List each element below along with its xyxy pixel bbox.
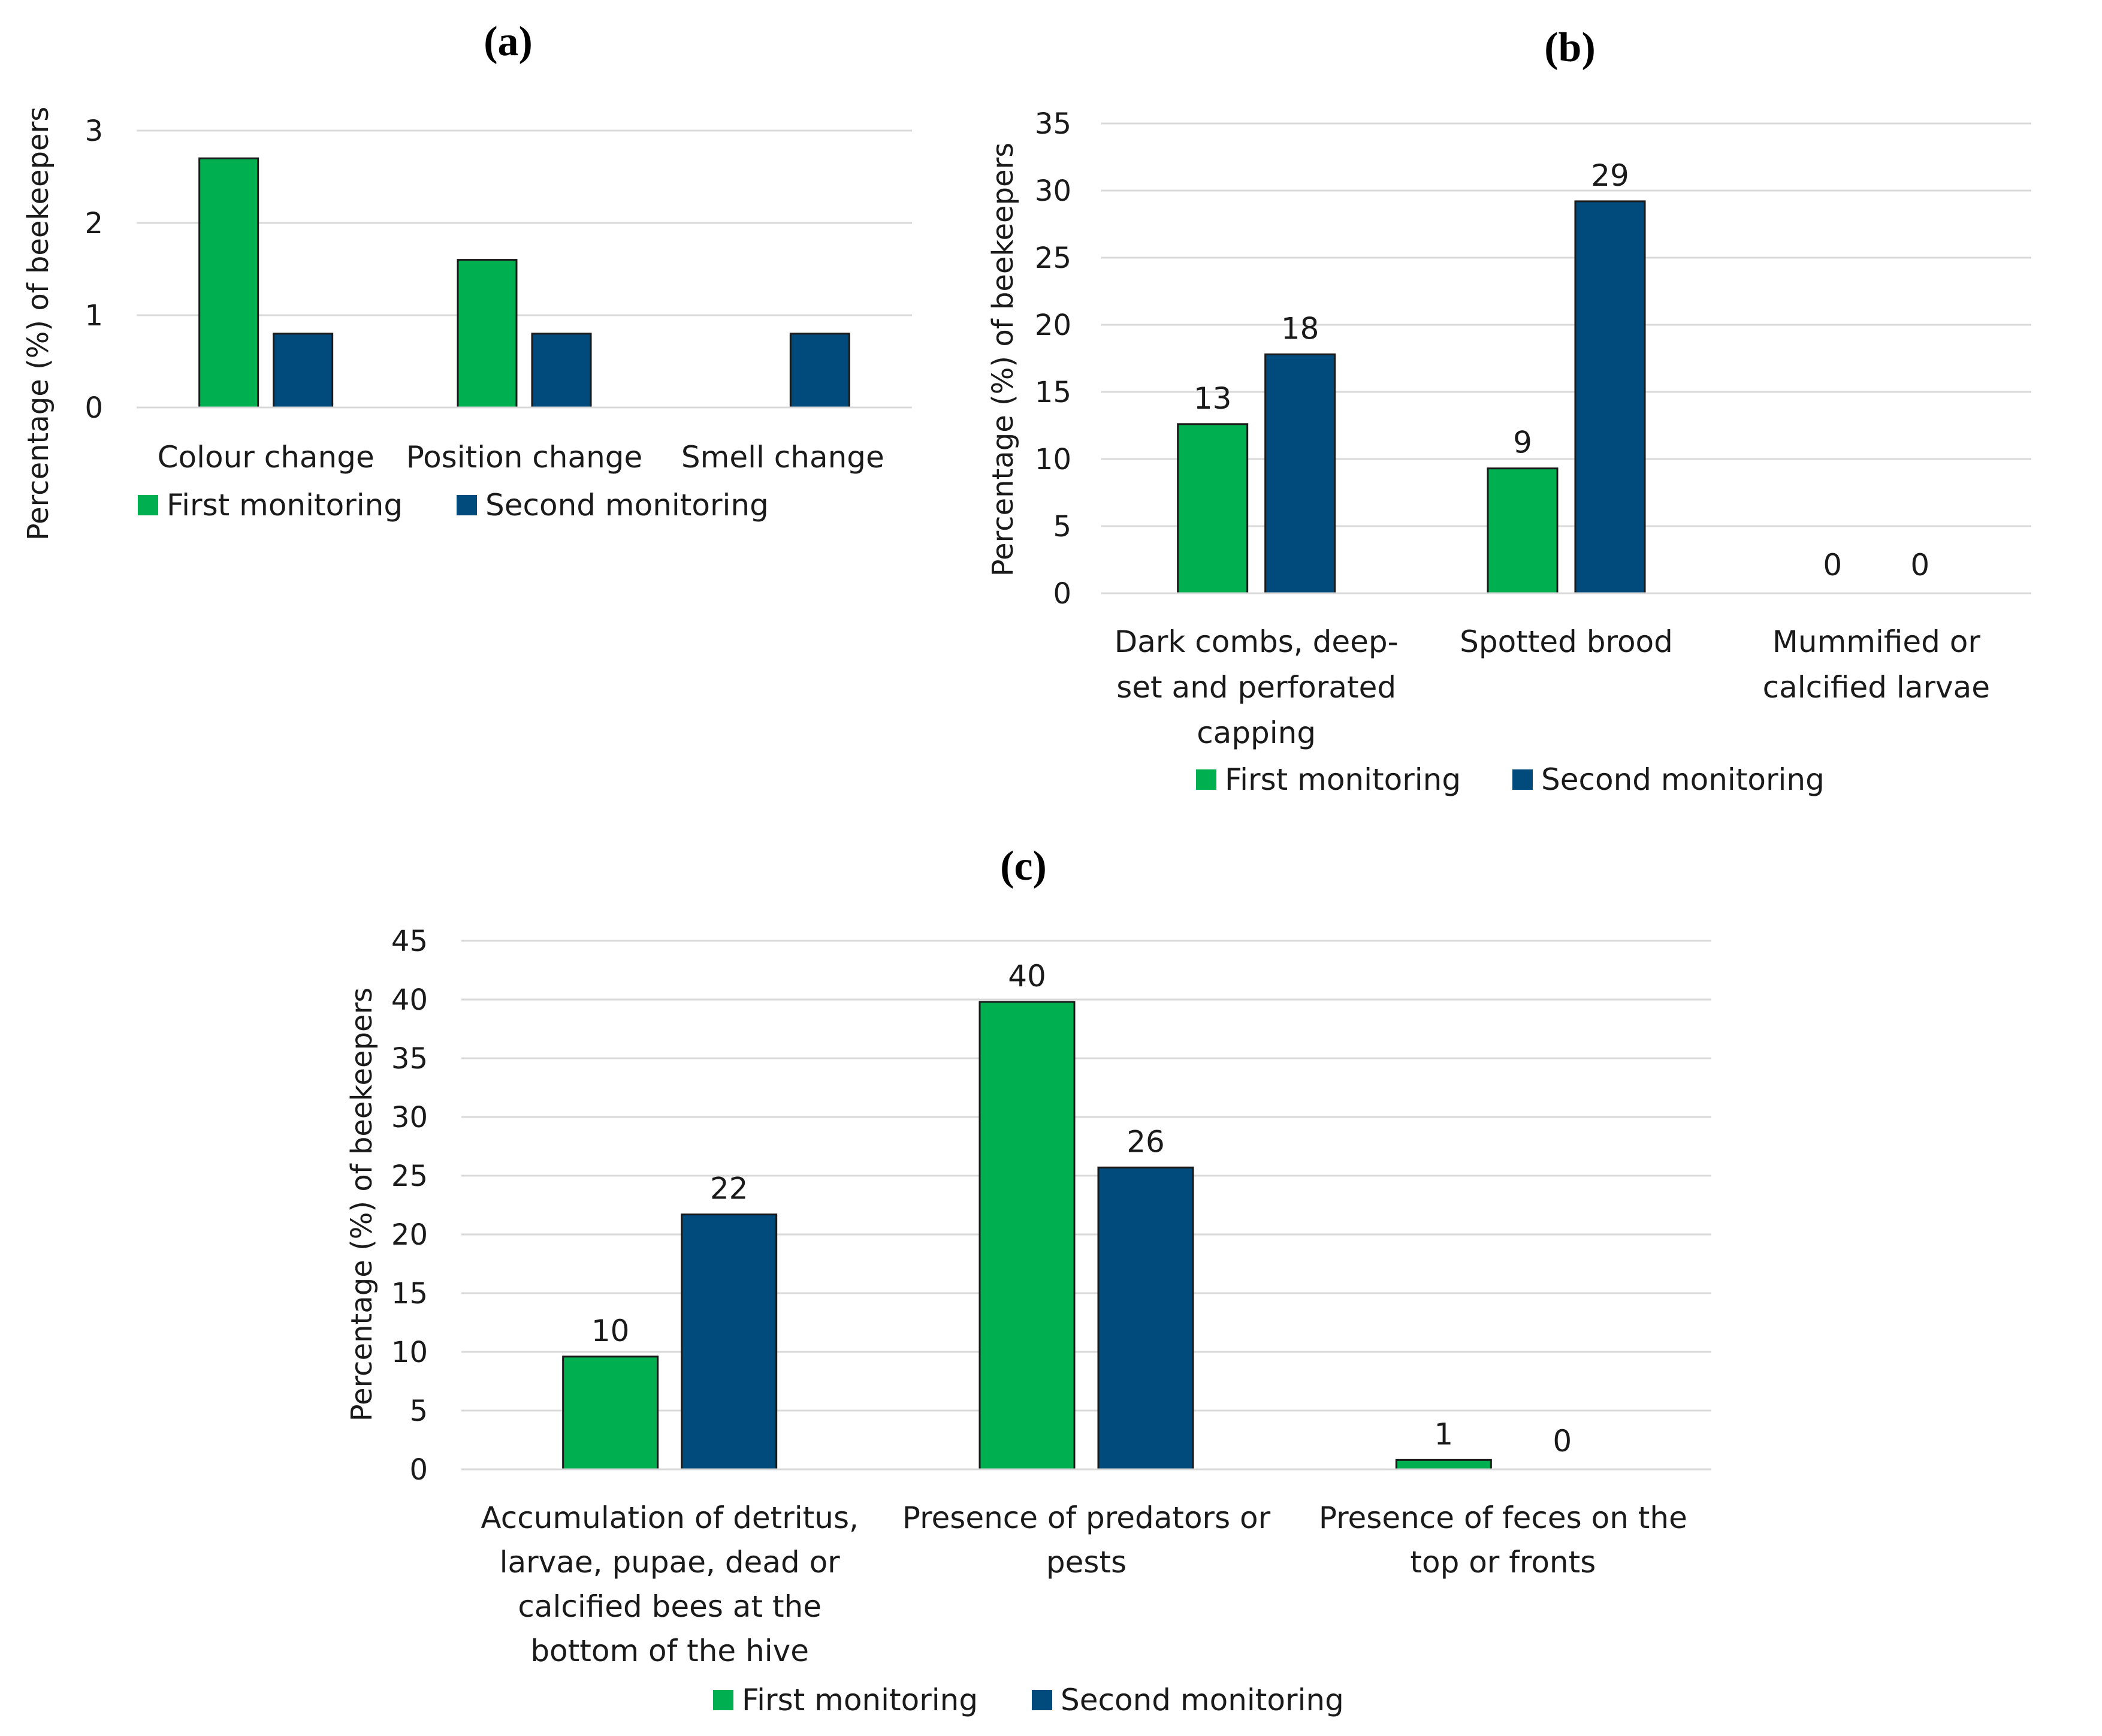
y-tick-label: 45	[391, 925, 428, 958]
category-label: Presence of predators or	[902, 1500, 1271, 1535]
category-label: capping	[1197, 715, 1316, 750]
bar-second-monitoring	[1574, 200, 1646, 594]
data-label: 0	[1823, 548, 1842, 582]
data-label: 0	[1910, 548, 1929, 582]
category-label: larvae, pupae, dead or	[500, 1545, 841, 1580]
legend-label: First monitoring	[1225, 762, 1461, 797]
bar-second-monitoring	[789, 333, 850, 409]
legend-swatch-first	[138, 495, 158, 515]
y-tick-label: 25	[1035, 241, 1071, 275]
y-tick-label: 35	[1035, 107, 1071, 141]
y-tick-label: 0	[1053, 577, 1071, 611]
category-label: top or fronts	[1410, 1545, 1596, 1580]
y-axis-label: Percentage (%) of beekeepers	[22, 107, 55, 541]
y-tick-label: 1	[84, 299, 103, 333]
data-label: 10	[591, 1314, 630, 1348]
y-tick-label: 5	[1053, 510, 1071, 544]
y-tick-label: 30	[1035, 174, 1071, 208]
bar-second-monitoring	[1097, 1166, 1194, 1471]
bar-second-monitoring	[681, 1213, 778, 1471]
bar-second-monitoring	[531, 333, 592, 409]
category-label: calcified larvae	[1763, 670, 1990, 705]
category-label: bottom of the hive	[530, 1634, 809, 1668]
y-tick-label: 0	[409, 1453, 428, 1487]
category-label: Mummified or	[1772, 624, 1981, 659]
category-label: Presence of feces on the	[1319, 1500, 1687, 1535]
category-label: set and perforated	[1116, 670, 1396, 705]
y-axis-label: Percentage (%) of beekeepers	[345, 988, 379, 1422]
y-tick-label: 3	[84, 114, 103, 148]
y-tick-label: 2	[84, 207, 103, 240]
y-tick-label: 40	[391, 983, 428, 1017]
y-tick-label: 10	[1035, 443, 1071, 476]
y-tick-label: 10	[391, 1336, 428, 1369]
y-tick-label: 25	[391, 1160, 428, 1193]
category-label: calcified bees at the	[518, 1589, 822, 1624]
data-label: 29	[1591, 158, 1629, 193]
data-label: 22	[710, 1172, 748, 1206]
category-label: Colour change	[158, 440, 375, 475]
y-tick-label: 15	[1035, 376, 1071, 409]
legend-label: First monitoring	[742, 1683, 978, 1717]
bar-first-monitoring	[457, 259, 518, 409]
y-tick-label: 0	[84, 391, 103, 425]
panel-title: (b)	[1544, 25, 1596, 71]
y-tick-label: 5	[409, 1394, 428, 1428]
data-label: 9	[1513, 425, 1532, 460]
legend-label: Second monitoring	[1061, 1683, 1344, 1717]
chart-panel-1: (a) 0 1 2 3 Percentage (%) of beekeepers Colou…	[22, 19, 912, 541]
y-axis-label: Percentage (%) of beekeepers	[986, 143, 1020, 577]
bar-first-monitoring	[1395, 1459, 1492, 1471]
y-tick-label: 15	[391, 1277, 428, 1311]
bar-first-monitoring	[198, 157, 259, 409]
legend-label: Second monitoring	[1541, 762, 1825, 797]
category-label: Smell change	[681, 440, 884, 475]
data-label: 26	[1126, 1124, 1165, 1159]
data-label: 40	[1008, 959, 1046, 994]
panel-title: (c)	[1000, 843, 1047, 889]
y-tick-label: 20	[1035, 309, 1071, 342]
category-label: pests	[1046, 1545, 1126, 1580]
data-label: 18	[1281, 311, 1319, 346]
bar-second-monitoring	[1264, 353, 1336, 594]
category-label: Spotted brood	[1460, 624, 1673, 659]
legend-swatch-first	[713, 1690, 733, 1710]
category-label: Position change	[406, 440, 643, 475]
y-tick-label: 30	[391, 1101, 428, 1134]
data-label: 13	[1194, 381, 1232, 416]
panel-title: (a)	[484, 19, 533, 65]
bar-first-monitoring	[1177, 423, 1249, 594]
y-tick-label: 35	[391, 1042, 428, 1076]
data-label: 1	[1434, 1417, 1453, 1451]
legend-label: Second monitoring	[485, 488, 769, 523]
category-label: Accumulation of detritus,	[481, 1500, 858, 1535]
legend-label: First monitoring	[167, 488, 403, 523]
legend-swatch-second	[457, 495, 477, 515]
y-tick-label: 20	[391, 1218, 428, 1252]
bar-first-monitoring	[562, 1355, 659, 1471]
legend-swatch-second	[1032, 1690, 1052, 1710]
legend-swatch-first	[1196, 769, 1216, 790]
bar-first-monitoring	[1487, 467, 1559, 594]
bar-first-monitoring	[978, 1001, 1076, 1471]
legend-swatch-second	[1512, 769, 1533, 790]
category-label: Dark combs, deep-	[1115, 624, 1399, 659]
data-label: 0	[1553, 1424, 1572, 1459]
bar-second-monitoring	[273, 333, 334, 409]
chart-panel-2: (b) 0 5 10 15 20 25 30 35 Percentage (%) of beeke…	[986, 25, 2031, 797]
